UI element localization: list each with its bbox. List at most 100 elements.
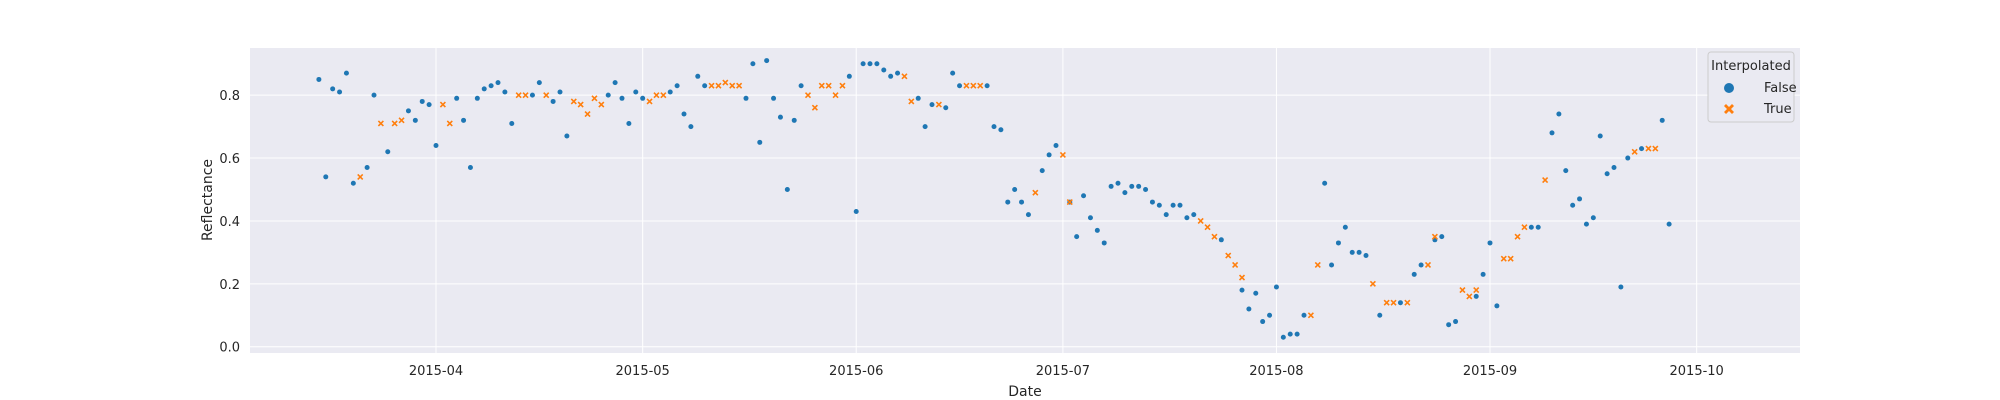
data-point-true <box>584 110 591 118</box>
data-point-true <box>901 73 908 80</box>
data-point-false <box>674 83 680 89</box>
legend-marker-false <box>1724 83 1734 93</box>
data-point-false <box>798 83 804 89</box>
data-point-true <box>1059 151 1066 158</box>
data-point-false <box>1528 224 1534 230</box>
data-point-true <box>1645 145 1652 152</box>
data-point-false <box>364 164 370 170</box>
data-point-false <box>1570 202 1576 208</box>
x-tick-label: 2015-04 <box>409 364 463 379</box>
data-point-false <box>426 102 432 108</box>
data-point-false <box>784 186 790 192</box>
data-point-true <box>1507 255 1514 262</box>
data-point-false <box>874 61 880 67</box>
data-point-false <box>461 117 467 123</box>
data-point-true <box>1307 312 1314 319</box>
data-point-false <box>1563 168 1569 174</box>
data-point-true <box>1369 280 1376 287</box>
data-point-true <box>1225 252 1232 259</box>
data-point-false <box>1087 215 1093 221</box>
data-point-true <box>522 92 529 99</box>
data-point-false <box>1549 130 1555 136</box>
data-point-false <box>1411 271 1417 277</box>
data-point-true <box>825 82 832 89</box>
data-point-true <box>1211 233 1218 240</box>
data-point-false <box>1122 190 1128 196</box>
data-point-false <box>860 61 866 67</box>
data-point-false <box>1019 199 1025 205</box>
data-point-true <box>1238 274 1246 281</box>
data-point-true <box>660 92 667 99</box>
data-point-false <box>957 83 963 89</box>
data-point-false <box>943 105 949 111</box>
data-point-true <box>1631 148 1638 155</box>
data-point-true <box>1197 217 1204 225</box>
data-point-true <box>439 101 446 108</box>
data-point-false <box>667 89 673 95</box>
data-point-true <box>818 82 825 89</box>
data-point-false <box>1005 199 1011 205</box>
data-point-true <box>1032 189 1039 196</box>
data-point-true <box>1314 261 1321 269</box>
plot-area <box>250 48 1800 353</box>
data-point-true <box>935 101 942 108</box>
data-point-false <box>1260 319 1266 325</box>
x-axis-ticks: 2015-04 2015-05 2015-06 2015-07 2015-08 2015-… <box>409 364 1724 379</box>
data-point-true <box>570 98 577 105</box>
data-point-false <box>750 61 756 67</box>
data-point-false <box>1590 215 1596 221</box>
data-point-true <box>1204 224 1211 231</box>
data-point-false <box>1446 322 1452 328</box>
data-point-true <box>715 82 722 89</box>
data-point-false <box>991 124 997 130</box>
data-point-false <box>495 80 501 86</box>
legend-box <box>1707 51 1795 123</box>
data-points <box>316 58 1672 340</box>
y-tick-label: 0.0 <box>219 341 240 356</box>
data-point-false <box>343 70 349 76</box>
data-point-false <box>1074 234 1080 240</box>
data-point-false <box>550 98 556 104</box>
data-point-false <box>1487 240 1493 246</box>
data-point-false <box>1287 331 1293 337</box>
data-point-true <box>1652 145 1659 152</box>
data-point-false <box>1191 212 1197 218</box>
y-tick-label: 0.6 <box>219 152 240 167</box>
data-point-true <box>1500 255 1507 262</box>
data-point-false <box>633 89 639 95</box>
data-point-false <box>640 95 646 101</box>
data-point-false <box>481 86 487 92</box>
data-point-true <box>708 82 715 89</box>
data-point-false <box>853 209 859 215</box>
data-point-false <box>1666 221 1672 227</box>
data-point-false <box>1294 331 1300 337</box>
data-point-false <box>1053 142 1059 148</box>
data-point-true <box>811 104 818 111</box>
legend: Interpolated False True <box>1707 51 1797 123</box>
data-point-false <box>1039 168 1045 174</box>
data-point-false <box>1439 234 1445 240</box>
data-point-false <box>1156 202 1162 208</box>
data-point-false <box>1659 117 1665 123</box>
data-point-false <box>791 117 797 123</box>
data-point-false <box>1329 262 1335 268</box>
data-point-false <box>1163 212 1169 218</box>
data-point-false <box>1322 180 1328 186</box>
data-point-true <box>646 98 653 105</box>
x-tick-label: 2015-08 <box>1249 364 1303 379</box>
data-point-false <box>612 80 618 86</box>
x-tick-label: 2015-05 <box>616 364 670 379</box>
legend-title: Interpolated <box>1711 59 1791 74</box>
data-point-true <box>977 82 984 89</box>
legend-marker-true <box>1724 104 1734 114</box>
data-point-false <box>1136 183 1142 189</box>
data-point-false <box>605 92 611 98</box>
data-point-false <box>316 76 322 82</box>
data-point-true <box>1066 199 1073 206</box>
data-point-true <box>1473 287 1480 294</box>
data-point-false <box>1094 227 1100 233</box>
data-point-false <box>998 127 1004 133</box>
data-point-false <box>1177 202 1183 208</box>
grid-lines <box>250 48 1800 353</box>
